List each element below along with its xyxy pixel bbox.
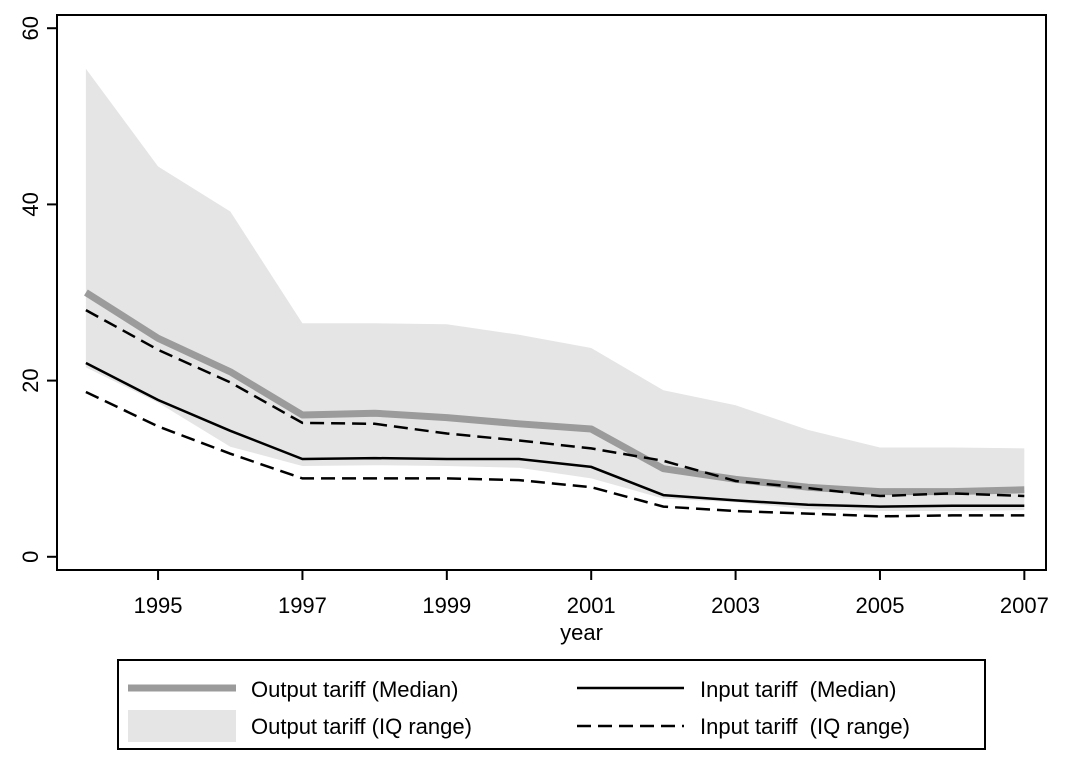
input-median-line [85,361,1025,508]
x-axis-title: year [560,620,603,645]
x-tick-label: 1997 [278,593,327,618]
legend: Output tariff (Median) Input tariff (Med… [117,659,986,750]
output-median-line [84,289,1025,496]
legend-box [117,659,986,750]
x-tick-label: 1995 [134,593,183,618]
x-tick-label: 2005 [855,593,904,618]
x-tick-label: 2007 [1000,593,1049,618]
y-tick-label: 20 [18,368,43,392]
axes: 1995 1997 1999 2001 2003 2005 2007 0 20 40 60 [18,16,1049,618]
input-iq-upper-line [85,309,1025,498]
x-tick-label: 2001 [567,593,616,618]
output-iq-range-band [85,68,1025,511]
legend-label-output-median: Output tariff (Median) [251,677,458,702]
y-tick-label: 40 [18,192,43,216]
x-tick-label: 2003 [711,593,760,618]
x-tick-label: 1999 [422,593,471,618]
legend-label-input-iq-range: Input tariff (IQ range) [700,714,910,739]
legend-label-output-iq-range: Output tariff (IQ range) [251,714,472,739]
y-tick-label: 60 [18,16,43,40]
legend-label-input-median: Input tariff (Median) [700,677,896,702]
plot-area [84,68,1025,518]
input-iq-lower-line [85,390,1025,518]
legend-symbol-output-iq-range [128,710,236,742]
y-tick-label: 0 [18,551,43,563]
plot-frame [56,14,1047,571]
